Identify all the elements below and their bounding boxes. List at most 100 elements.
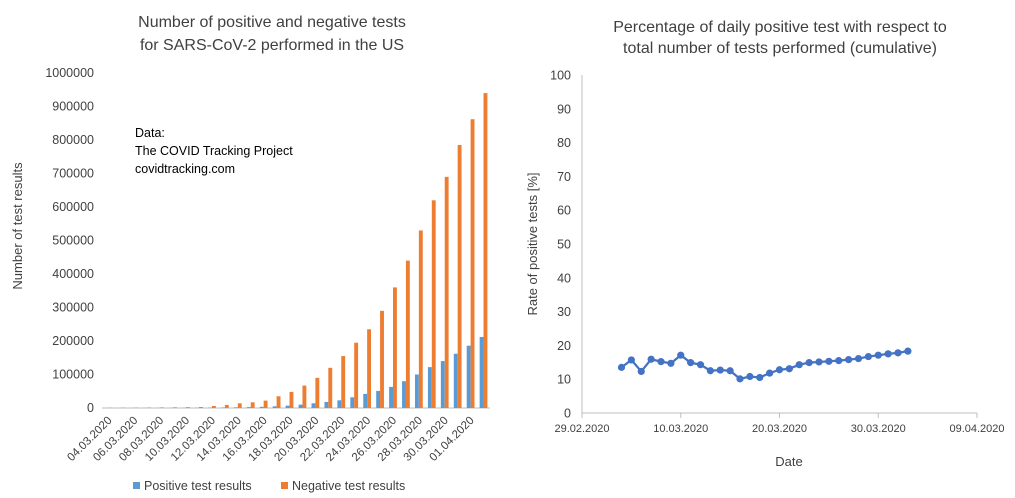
chart-title-line-2: for SARS-CoV-2 performed in the US [140,37,404,54]
y-tick-label: 40 [557,271,571,285]
bar-positive [272,406,277,408]
bar-negative [276,396,281,408]
y-tick-label: 100000 [52,368,94,382]
data-point [627,356,635,364]
data-point [894,349,902,357]
bar-negative [341,356,346,408]
bar-negative [302,385,307,408]
chart-title-line-2: total number of tests performed (cumulat… [623,40,937,57]
bar-negative [173,407,178,408]
x-tick-label: 10.03.2020 [653,423,708,435]
bar-positive [427,367,432,408]
y-tick-label: 80 [557,136,571,150]
x-tick-label: 30.03.2020 [851,423,906,435]
y-tick-label: 100 [550,69,571,83]
data-point [637,367,645,376]
bar-negative [380,310,384,408]
chart-title-line-1: Percentage of daily positive test with r… [613,19,947,36]
bar-positive [246,407,251,408]
data-point [766,369,774,377]
y-tick-label: 300000 [52,301,94,315]
bar-negative [457,145,462,408]
x-axis-label: Date [775,454,802,469]
bar-negative [470,119,475,408]
y-tick-label: 20 [557,339,571,353]
y-tick-label: 800000 [52,133,94,147]
y-axis-label: Number of test results [10,162,25,290]
bar-negative [405,260,410,408]
bar-positive [233,407,238,408]
y-tick-label: 500000 [52,234,94,248]
bar-negative [393,287,397,408]
data-point [736,375,744,383]
y-tick-label: 50 [557,238,571,252]
data-point [904,347,912,355]
bar-negative [354,342,359,408]
y-tick-label: 0 [87,401,94,415]
data-point [775,366,784,374]
data-point [815,358,823,366]
bar-positive [440,361,445,408]
bar-positive [363,393,368,408]
data-point [864,352,872,361]
data-point [805,359,813,367]
bar-positive [298,404,303,408]
data-point [845,356,853,364]
data-point [795,361,803,369]
bar-negative [289,391,294,408]
y-tick-label: 700000 [52,167,94,181]
y-tick-label: 900000 [52,100,94,114]
bar-positive [402,381,406,408]
y-axis-label: Rate of positive tests [%] [525,172,540,315]
data-point [667,359,675,367]
legend-swatch-positive [133,482,140,489]
annotation-line-3: covidtracking.com [135,162,235,176]
data-point [746,372,754,381]
data-point [706,367,714,375]
bar-negative [160,407,165,408]
data-point [854,354,863,363]
bar-negative [483,93,488,408]
bar-negative [431,200,436,408]
bar-negative [444,176,449,408]
y-tick-label: 30 [557,305,571,319]
y-tick-label: 1000000 [45,66,94,80]
data-point [647,355,655,363]
bar-positive [453,353,458,408]
data-point [884,350,892,358]
data-point [696,361,705,369]
bar-negative [315,377,320,408]
annotation-line-1: Data: [135,126,165,140]
data-point [756,373,764,382]
y-tick-label: 600000 [52,200,94,214]
legend-label-positive: Positive test results [144,479,252,493]
bar-negative [237,403,242,408]
y-tick-label: 60 [557,204,571,218]
bar-negative [224,404,229,408]
y-tick-label: 400000 [52,267,94,281]
legend-label-negative: Negative test results [292,479,405,493]
bar-positive [220,407,225,408]
bar-negative [367,329,372,408]
x-tick-label: 20.03.2020 [752,423,807,435]
bar-positive [311,403,316,408]
bar-negative [250,402,255,408]
bar-positive [337,400,342,408]
bar-positive [350,397,355,408]
bar-positive [376,390,381,408]
bar-negative [328,367,333,408]
x-tick-label: 09.04.2020 [949,423,1004,435]
chart-title-line-1: Number of positive and negative tests [138,14,406,31]
data-point [617,363,626,371]
bar-positive [285,405,290,408]
data-point [716,366,724,374]
x-tick-label: 29.02.2020 [554,423,609,435]
data-point [785,365,793,373]
legend: Positive test results Negative test resu… [133,479,405,493]
bar-negative [199,407,203,408]
bar-negative [147,407,152,408]
bar-positive [389,386,393,408]
annotation-line-2: The COVID Tracking Project [135,144,293,158]
y-tick-label: 0 [564,407,571,421]
data-point [835,357,843,365]
